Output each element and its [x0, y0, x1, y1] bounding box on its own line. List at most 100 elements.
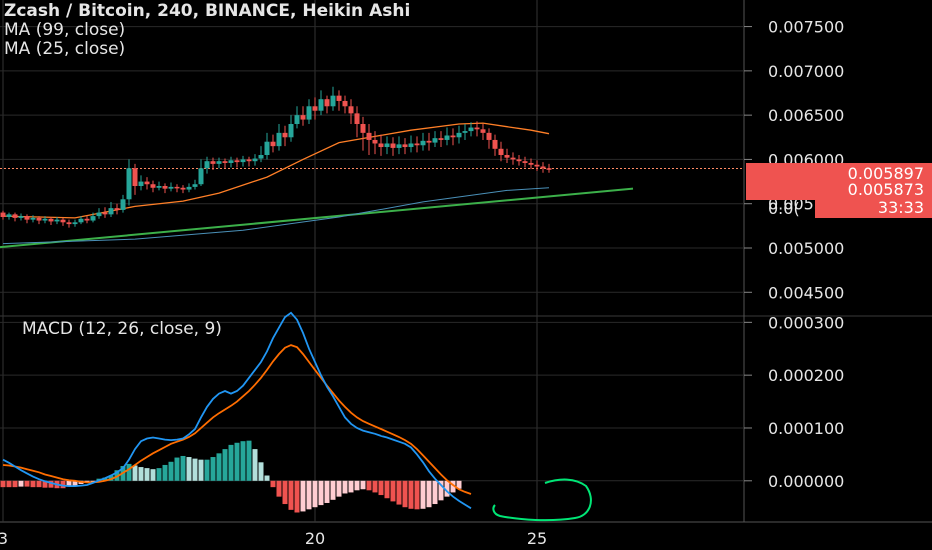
price-tick-label: 0.006500: [768, 106, 844, 125]
candle-body: [420, 140, 426, 146]
histogram-bar: [12, 480, 18, 488]
candle-body: [510, 157, 516, 160]
histogram-bar: [114, 470, 120, 481]
histogram-bar: [366, 480, 372, 491]
bar-countdown-tag-text: 33:33: [878, 198, 924, 217]
histogram-bar: [456, 480, 462, 489]
price-axis[interactable]: 0.0045000.0050000.0055000.0060000.006500…: [0, 18, 844, 548]
annotation-stroke: [492, 478, 592, 522]
histogram-bar: [420, 480, 426, 509]
histogram-bar: [108, 475, 114, 481]
candle-body: [276, 132, 282, 147]
histogram-bar: [336, 480, 342, 497]
symbol-title[interactable]: Zcash / Bitcoin, 240, BINANCE, Heikin As…: [4, 1, 411, 21]
candle-body: [72, 222, 78, 225]
histogram-bar: [306, 480, 312, 510]
histogram-bar: [174, 457, 180, 481]
time-tick-label: 25: [527, 529, 547, 548]
histogram-bar: [288, 480, 294, 510]
histogram-bar: [330, 480, 336, 500]
candle-body: [540, 166, 546, 169]
candle-body: [36, 217, 42, 221]
histogram-bar: [42, 480, 48, 488]
candle-body: [48, 218, 54, 222]
candle-body: [162, 186, 168, 189]
histogram-bar: [264, 475, 270, 481]
histogram-bar: [66, 480, 72, 487]
histogram-bar: [222, 449, 228, 481]
candle-body: [174, 186, 180, 189]
candle-body: [150, 184, 156, 188]
histogram-bar: [144, 468, 150, 481]
candle-body: [288, 124, 294, 138]
candle-body: [318, 99, 324, 111]
histogram-bar: [408, 480, 414, 509]
candle-body: [258, 155, 264, 159]
candle-body: [498, 148, 504, 155]
candle-body: [366, 132, 372, 140]
histogram-bar: [342, 480, 348, 494]
histogram-bar: [36, 480, 42, 488]
histogram-bar: [396, 480, 402, 505]
ma25-line: [2, 122, 550, 219]
candle-body: [0, 212, 6, 217]
candle-body: [456, 132, 462, 138]
histogram-bar: [138, 467, 144, 481]
candle-body: [306, 106, 312, 120]
ma25-label[interactable]: MA (25, close): [4, 39, 126, 59]
candle-body: [474, 127, 480, 130]
candle-body: [192, 184, 198, 187]
histogram-bar: [348, 480, 354, 493]
ma99-label[interactable]: MA (99, close): [4, 20, 126, 40]
candle-body: [390, 143, 396, 148]
candle-body: [234, 160, 240, 163]
candle-body: [516, 159, 522, 162]
histogram-bar: [240, 441, 246, 481]
price-pane[interactable]: [0, 86, 744, 249]
histogram-bar: [30, 480, 36, 488]
candle-body: [96, 212, 102, 217]
candle-body: [372, 139, 378, 144]
candle-body: [138, 181, 144, 186]
histogram-bar: [300, 480, 306, 512]
candle-body: [528, 162, 534, 165]
candle-body: [168, 186, 174, 189]
candle-body: [360, 124, 366, 133]
partial-tick-label: 0.0(: [768, 199, 800, 218]
price-tick-label: 0.007500: [768, 18, 844, 37]
macd-pane[interactable]: [0, 311, 472, 513]
candle-body: [156, 186, 162, 188]
histogram-bar: [102, 477, 108, 481]
candle-body: [264, 141, 270, 155]
candle-body: [90, 216, 96, 221]
candle-body: [408, 143, 414, 148]
histogram-bar: [270, 480, 276, 488]
candle-body: [546, 168, 552, 170]
candle-body: [450, 135, 456, 138]
candle-body: [414, 143, 420, 146]
candle-body: [246, 159, 252, 162]
histogram-bar: [354, 480, 360, 491]
candle-body: [126, 168, 132, 200]
candle-body: [210, 161, 216, 164]
histogram-bar: [204, 459, 210, 481]
candle-body: [12, 214, 18, 218]
histogram-bar: [60, 480, 66, 489]
macd-label[interactable]: MACD (12, 26, close, 9): [22, 319, 222, 339]
candle-body: [522, 161, 528, 163]
hand-drawn-annotation: [492, 478, 592, 522]
histogram-bar: [258, 462, 264, 481]
candle-body: [378, 143, 384, 148]
histogram-bar: [450, 480, 456, 493]
candle-body: [66, 222, 72, 225]
candle-body: [444, 135, 450, 140]
histogram-bar: [372, 480, 378, 493]
candle-body: [216, 161, 222, 164]
candle-body: [102, 212, 108, 215]
histogram-bar: [312, 480, 318, 508]
time-tick-label: 20: [305, 529, 325, 548]
candle-body: [426, 140, 432, 143]
histogram-bar: [402, 480, 408, 508]
